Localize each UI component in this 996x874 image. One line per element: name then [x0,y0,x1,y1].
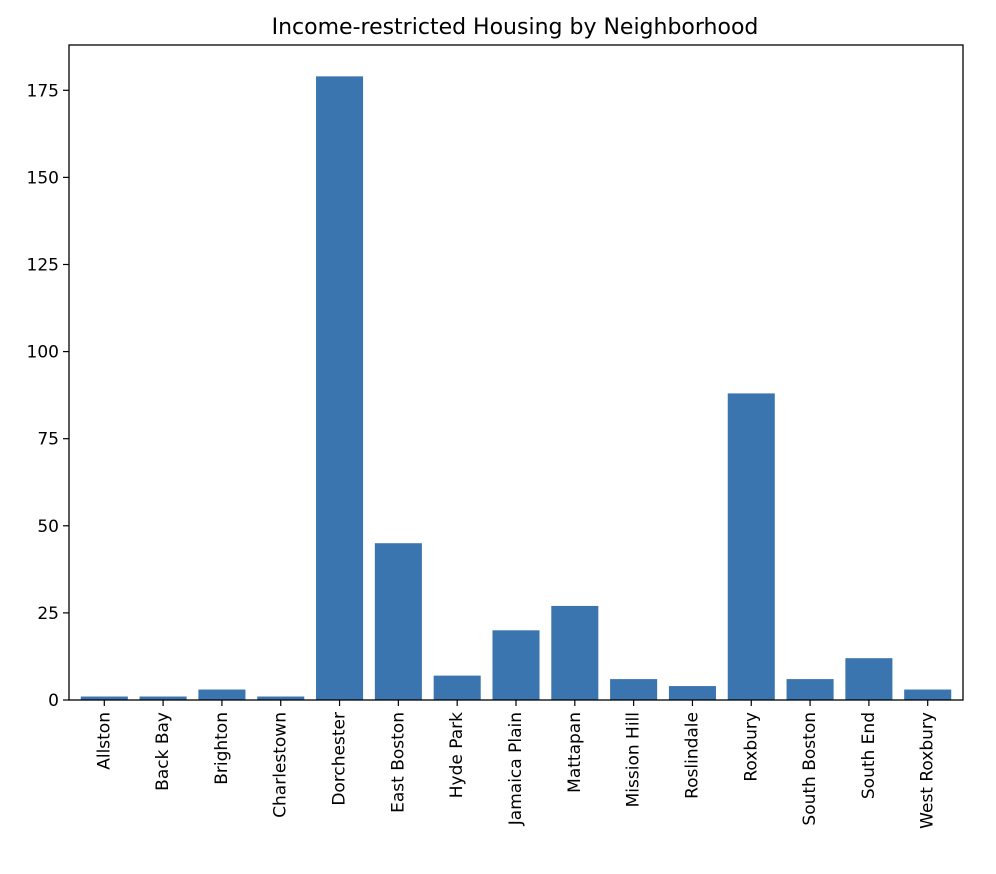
y-tick-label: 100 [27,343,59,363]
x-tick-label: Dorchester [330,712,350,806]
y-tick-label: 125 [27,255,59,275]
x-axis: Allston Back Bay Brighton Charlestown Dorche… [94,700,938,829]
bar-back-bay [139,696,187,700]
bar-roxbury [727,393,775,700]
x-tick-label: Hyde Park [447,712,467,798]
y-tick-label: 25 [37,604,59,624]
bar-south-end [845,658,893,700]
y-tick-label: 75 [37,430,59,450]
bar-mattapan [551,605,599,700]
y-axis: 0 25 50 75 100 125 150 175 [27,81,69,711]
bar-roslindale [668,686,716,700]
x-tick-label: Roslindale [682,712,702,799]
x-tick-label: Jamaica Plain [506,712,526,826]
bar-dorchester [316,76,364,700]
x-tick-label: Mattapan [565,712,585,793]
x-tick-label: South Boston [800,712,820,826]
bar-jamaica-plain [492,630,540,700]
x-tick-label: South End [859,712,879,799]
bar-brighton [198,689,246,700]
bar-east-boston [374,543,422,700]
y-tick-label: 0 [48,691,59,711]
x-tick-label: Back Bay [153,712,173,791]
x-tick-label: East Boston [388,712,408,813]
x-tick-label: Roxbury [741,712,761,782]
x-tick-label: West Roxbury [918,712,938,829]
chart-title: Income-restricted Housing by Neighborhoo… [272,15,759,40]
x-tick-label: Mission Hill [624,712,644,807]
y-tick-label: 150 [27,168,59,188]
bar-west-roxbury [904,689,952,700]
bar-mission-hill [610,679,658,700]
bar-charlestown [257,696,305,700]
y-tick-label: 50 [37,517,59,537]
y-tick-label: 175 [27,81,59,101]
x-tick-label: Allston [94,712,114,770]
x-tick-label: Charlestown [271,712,291,818]
bars-layer [80,76,952,700]
x-tick-label: Brighton [212,712,232,785]
bar-allston [80,696,128,700]
plot-frame [68,44,964,701]
bar-south-boston [786,679,834,700]
bar-hyde-park [433,675,481,700]
